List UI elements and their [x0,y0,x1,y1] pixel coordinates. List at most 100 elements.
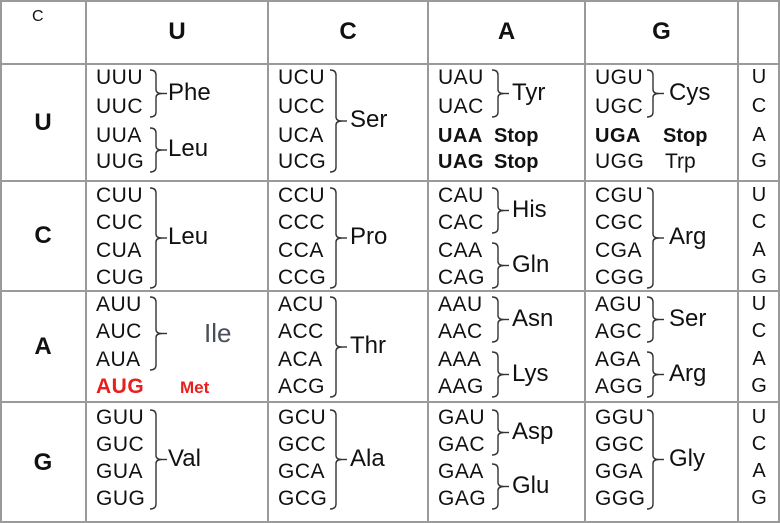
brace-tyr [491,69,509,118]
third-position-a: A [752,460,766,482]
grid-line-vertical [267,0,269,523]
amino-acid-lys: Lys [512,359,549,387]
codon-ccc: CCC [278,211,325,234]
codon-guu: GUU [96,406,145,429]
grid-line-horizontal [0,290,780,292]
grid-border [0,0,2,523]
brace-phe [149,69,167,118]
codon-gga: GGA [595,460,644,483]
corner-label: C [32,8,44,25]
codon-acc: ACC [278,320,324,343]
amino-acid-ser: Ser [350,106,388,133]
amino-acid-arg: Arg [669,359,707,387]
codon-cua: CUA [96,239,142,262]
amino-acid-asn: Asn [512,304,554,332]
codon-caa: CAA [438,239,483,262]
third-position-g: G [751,266,767,288]
codon-cgg: CGG [595,266,645,289]
codon-gcg: GCG [278,487,328,510]
amino-acid-cys: Cys [669,78,711,106]
codon-ucc: UCC [278,95,325,118]
codon-gua: GUA [96,460,144,483]
column-header-a: A [497,18,516,45]
start-label-met: Met [180,378,210,397]
brace-val [149,409,167,510]
brace-pro [329,187,347,289]
codon-uuc: UUC [96,95,143,118]
amino-acid-leu: Leu [168,135,209,162]
column-header-u: U [168,18,186,45]
third-position-u: U [751,406,767,428]
third-position-g: G [751,150,767,172]
codon-ugc: UGC [595,95,644,118]
brace-asp [491,409,509,456]
brace-gln [491,242,509,289]
brace-cys [646,69,664,118]
codon-acu: ACU [278,293,324,316]
brace-ser [646,296,664,343]
grid-border [778,0,780,523]
codon-cug: CUG [96,266,145,289]
grid-line-horizontal [0,63,780,65]
third-position-u: U [751,184,767,206]
amino-acid-phe: Phe [168,78,211,106]
brace-gly [646,409,664,510]
brace-his [491,187,509,234]
codon-gca: GCA [278,460,326,483]
brace-glu [491,463,509,510]
codon-gcu: GCU [278,406,327,429]
codon-acg: ACG [278,375,326,398]
third-position-u: U [751,293,767,315]
grid-line-horizontal [0,180,780,182]
amino-acid-ile: Ile [204,317,232,348]
third-position-c: C [751,320,767,342]
brace-arg [646,187,664,289]
codon-aca: ACA [278,348,323,371]
amino-acid-leu: Leu [168,223,209,250]
codon-auc: AUC [96,320,142,343]
brace-ile [149,296,167,371]
third-position-a: A [752,124,766,146]
row-header-a: A [34,332,52,360]
third-position-a: A [752,348,766,370]
codon-gug: GUG [96,487,146,510]
amino-acid-ala: Ala [350,444,385,472]
amino-acid-pro: Pro [350,223,388,250]
row-header-g: G [33,448,53,476]
codon-aag: AAG [438,375,484,398]
codon-guc: GUC [96,433,145,456]
codon-cgc: CGC [595,211,644,234]
codon-ggu: GGU [595,406,645,429]
codon-aua: AUA [96,348,141,371]
third-position-a: A [752,239,766,261]
grid-line-vertical [584,0,586,523]
grid-line-vertical [427,0,429,523]
codon-uag: UAG [438,151,484,173]
codon-ucu: UCU [278,66,325,89]
amino-acid-asp: Asp [512,417,554,445]
codon-aaa: AAA [438,348,482,371]
codon-uau: UAU [438,66,484,89]
codon-uca: UCA [278,124,324,147]
codon-agg: AGG [595,375,644,398]
codon-gac: GAC [438,433,486,456]
stop-label: Stop [663,125,708,147]
codon-uug: UUG [96,150,145,173]
codon-cuc: CUC [96,211,143,234]
codon-aug: AUG [96,375,145,398]
grid-line-vertical [737,0,739,523]
codon-cga: CGA [595,239,643,262]
amino-acid-tyr: Tyr [512,78,546,106]
codon-cuu: CUU [96,184,143,207]
grid-line-horizontal [0,401,780,403]
codon-ggc: GGC [595,433,645,456]
brace-lys [491,351,509,398]
amino-acid-val: Val [168,444,201,472]
grid-line-vertical [85,0,87,523]
column-header-g: G [652,18,671,45]
third-position-c: C [751,433,767,455]
amino-acid-trp: Trp [665,150,696,173]
brace-asn [491,296,509,343]
codon-gcc: GCC [278,433,327,456]
codon-cag: CAG [438,266,486,289]
